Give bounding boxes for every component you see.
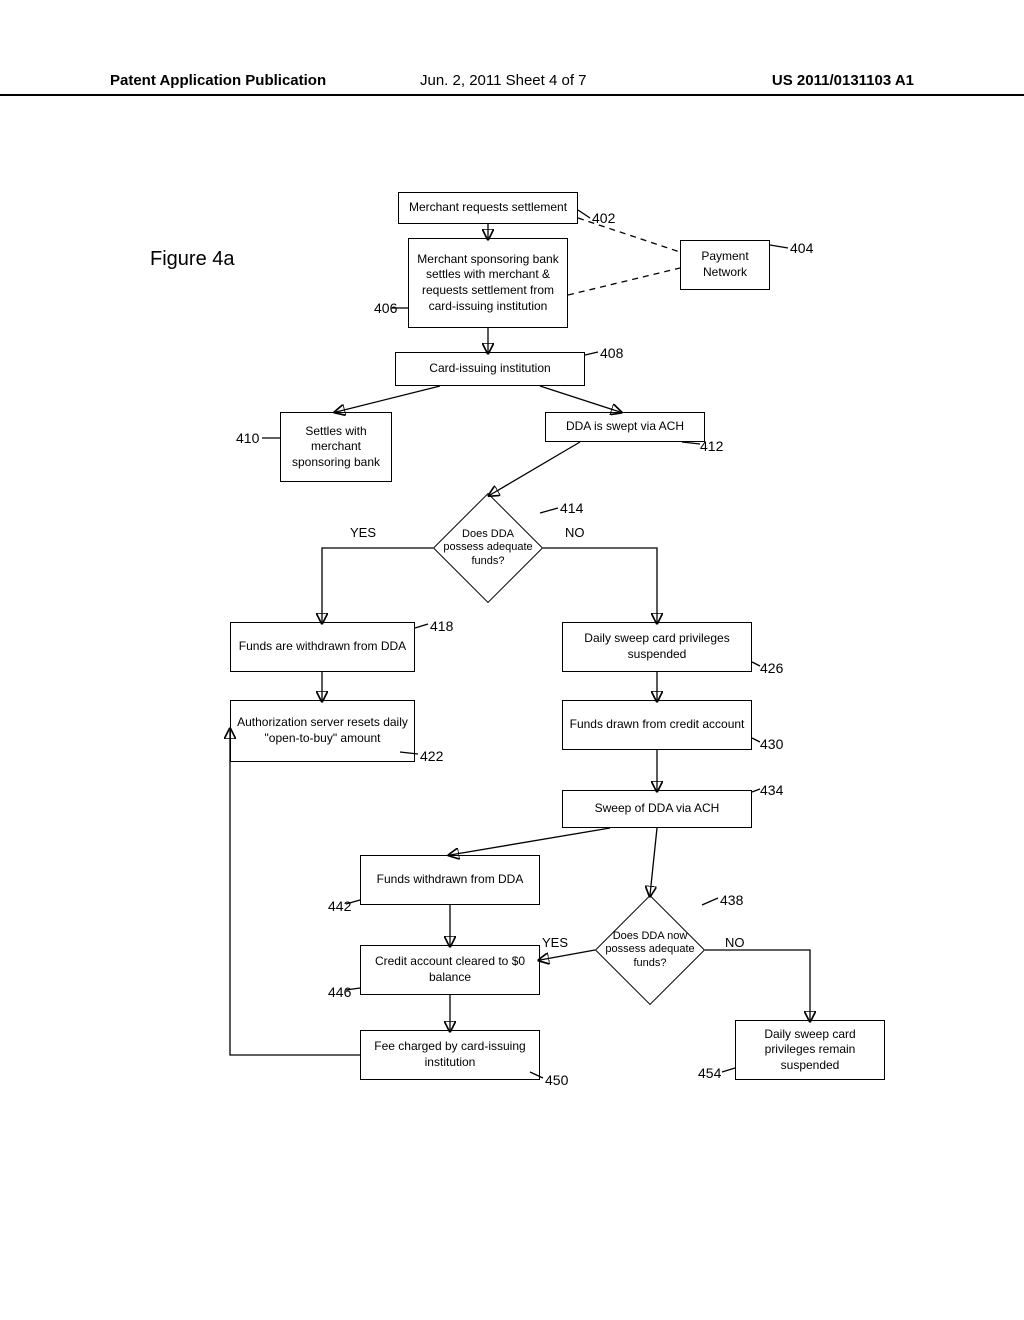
ref-408: 408 (600, 345, 623, 361)
node-434-text: Sweep of DDA via ACH (595, 801, 720, 817)
node-454: Daily sweep card privileges remain suspe… (735, 1020, 885, 1080)
ref-412: 412 (700, 438, 723, 454)
figure-label: Figure 4a (150, 248, 235, 271)
node-410: Settles with merchant sponsoring bank (280, 412, 392, 482)
node-454-text: Daily sweep card privileges remain suspe… (742, 1027, 878, 1074)
no-label-438: NO (725, 935, 745, 950)
node-422-text: Authorization server resets daily "open-… (237, 715, 408, 746)
ref-418: 418 (430, 618, 453, 634)
ref-450: 450 (545, 1072, 568, 1088)
node-414: Does DDA possess adequate funds? (433, 493, 543, 603)
no-label-414: NO (565, 525, 585, 540)
ref-414: 414 (560, 500, 583, 516)
node-410-text: Settles with merchant sponsoring bank (287, 424, 385, 471)
node-446: Credit account cleared to $0 balance (360, 945, 540, 995)
node-408: Card-issuing institution (395, 352, 585, 386)
node-430: Funds drawn from credit account (562, 700, 752, 750)
ref-410: 410 (236, 430, 259, 446)
node-408-text: Card-issuing institution (429, 361, 550, 377)
ref-438: 438 (720, 892, 743, 908)
ref-406: 406 (374, 300, 397, 316)
header-center: Jun. 2, 2011 Sheet 4 of 7 (420, 72, 587, 89)
node-414-text: Does DDA possess adequate funds? (443, 528, 533, 568)
node-404: Payment Network (680, 240, 770, 290)
ref-446: 446 (328, 984, 351, 1000)
node-442-text: Funds withdrawn from DDA (377, 872, 524, 888)
node-404-text: Payment Network (687, 249, 763, 280)
yes-label-438: YES (542, 935, 568, 950)
node-426-text: Daily sweep card privileges suspended (569, 631, 745, 662)
ref-404: 404 (790, 240, 813, 256)
ref-402: 402 (592, 210, 615, 226)
page: Patent Application Publication Jun. 2, 2… (0, 0, 1024, 1320)
node-430-text: Funds drawn from credit account (570, 717, 745, 733)
ref-442: 442 (328, 898, 351, 914)
node-406-text: Merchant sponsoring bank settles with me… (415, 252, 561, 314)
header-right: US 2011/0131103 A1 (772, 72, 914, 89)
node-406: Merchant sponsoring bank settles with me… (408, 238, 568, 328)
node-450-text: Fee charged by card-issuing institution (367, 1039, 533, 1070)
node-438-text: Does DDA now possess adequate funds? (605, 930, 695, 970)
node-402: Merchant requests settlement (398, 192, 578, 224)
ref-454: 454 (698, 1065, 721, 1081)
node-422: Authorization server resets daily "open-… (230, 700, 415, 762)
ref-430: 430 (760, 736, 783, 752)
node-418-text: Funds are withdrawn from DDA (239, 639, 406, 655)
page-header: Patent Application Publication Jun. 2, 2… (0, 72, 1024, 96)
node-442: Funds withdrawn from DDA (360, 855, 540, 905)
node-446-text: Credit account cleared to $0 balance (367, 954, 533, 985)
node-450: Fee charged by card-issuing institution (360, 1030, 540, 1080)
ref-434: 434 (760, 782, 783, 798)
header-left: Patent Application Publication (110, 72, 326, 89)
ref-426: 426 (760, 660, 783, 676)
node-426: Daily sweep card privileges suspended (562, 622, 752, 672)
ref-422: 422 (420, 748, 443, 764)
node-412-text: DDA is swept via ACH (566, 419, 684, 435)
node-434: Sweep of DDA via ACH (562, 790, 752, 828)
node-438: Does DDA now possess adequate funds? (595, 895, 705, 1005)
node-418: Funds are withdrawn from DDA (230, 622, 415, 672)
node-402-text: Merchant requests settlement (409, 200, 567, 216)
yes-label-414: YES (350, 525, 376, 540)
node-412: DDA is swept via ACH (545, 412, 705, 442)
